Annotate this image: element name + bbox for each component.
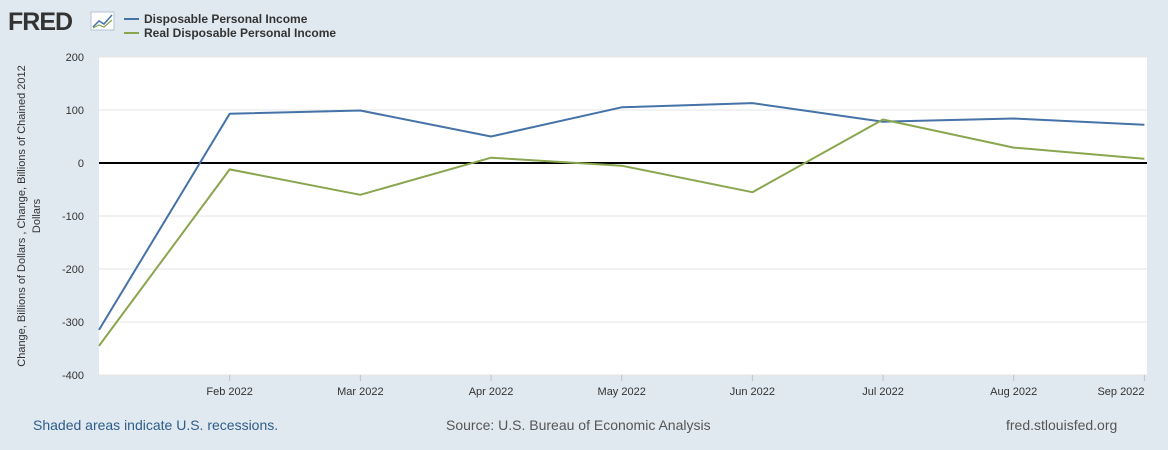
y-axis-label-line-2: Dollars xyxy=(31,198,43,233)
series-line-real-dpi xyxy=(98,118,1145,347)
y-tick-label: -100 xyxy=(62,211,84,223)
series-line-dpi xyxy=(98,102,1145,331)
gridlines xyxy=(99,56,1147,376)
x-tick-label: Sep 2022 xyxy=(1097,386,1144,398)
x-axis-ticks: Feb 2022 Mar 2022 Apr 2022 May 2022 Jun 2022… xyxy=(206,375,1145,398)
x-tick-label: Apr 2022 xyxy=(469,386,514,398)
x-tick-label: Mar 2022 xyxy=(337,386,383,398)
y-axis-label: Change, Billions of Dollars , Change, Bi… xyxy=(16,65,28,366)
chart-svg: FRED Disposable Personal Income Real Dis… xyxy=(8,8,1147,398)
y-tick-label: -400 xyxy=(62,370,84,382)
legend-label-real-dpi[interactable]: Real Disposable Personal Income xyxy=(144,26,336,40)
y-tick-label: -200 xyxy=(62,264,84,276)
source-note: Source: U.S. Bureau of Economic Analysis xyxy=(446,417,711,433)
legend-label-dpi[interactable]: Disposable Personal Income xyxy=(144,12,308,26)
y-tick-label: 200 xyxy=(66,52,84,64)
fred-chart-icon xyxy=(90,11,115,31)
recession-note: Shaded areas indicate U.S. recessions. xyxy=(33,417,279,433)
site-link[interactable]: fred.stlouisfed.org xyxy=(1006,417,1118,433)
x-tick-label: Jul 2022 xyxy=(862,386,904,398)
x-tick-label: Feb 2022 xyxy=(206,386,252,398)
y-axis-ticks: 200 100 0 -100 -200 -300 -400 xyxy=(62,52,84,382)
y-tick-label: -300 xyxy=(62,317,84,329)
x-tick-label: Aug 2022 xyxy=(990,386,1037,398)
x-tick-label: Jun 2022 xyxy=(730,386,775,398)
series-lines xyxy=(98,102,1145,347)
x-tick-label: May 2022 xyxy=(598,386,646,398)
fred-logo[interactable]: FRED xyxy=(8,8,73,36)
y-tick-label: 0 xyxy=(78,158,84,170)
y-tick-label: 100 xyxy=(66,105,84,117)
